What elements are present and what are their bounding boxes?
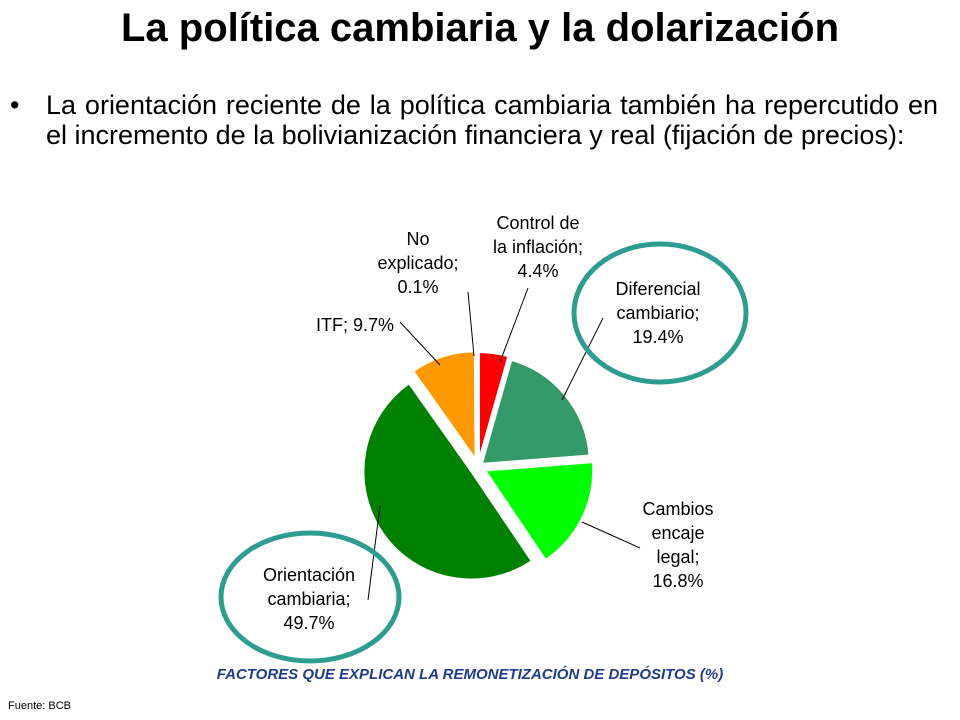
bullet-text: La orientación reciente de la política c… xyxy=(46,90,938,150)
pie-slice-cambios-encaje-legal xyxy=(483,461,595,562)
slice-label-diferencial-cambiario: Diferencial cambiario; 19.4% xyxy=(615,279,700,347)
leader-line xyxy=(561,317,604,401)
highlight-ring xyxy=(218,530,402,664)
source-note: Fuente: BCB xyxy=(8,700,71,712)
leader-line xyxy=(581,521,641,549)
pie-slice-no-explicado xyxy=(476,349,479,460)
slice-label-no-explicado: No explicado; 0.1% xyxy=(377,229,458,297)
leader-line xyxy=(467,291,475,357)
chart-caption: FACTORES QUE EXPLICAN LA REMONETIZACIÓN … xyxy=(216,666,724,683)
slice-label-cambios-encaje-legal: Cambios encaje legal; 16.8% xyxy=(642,499,713,591)
highlight-ring xyxy=(571,241,749,385)
slice-label-orientaci-n-cambiaria: Orientación cambiaria; 49.7% xyxy=(263,565,355,633)
bullet-marker: • xyxy=(10,90,20,120)
pie-slice-diferencial-cambiario xyxy=(480,358,591,465)
leader-line xyxy=(499,287,529,363)
slice-label-control-de-la-inflaci-n: Control de la inflación; 4.4% xyxy=(493,213,583,281)
slice-label-itf: ITF; 9.7% xyxy=(316,315,394,335)
pie-slice-orientaci-n-cambiaria xyxy=(362,381,534,581)
slide-title: La política cambiaria y la dolarización xyxy=(120,6,840,50)
leader-line xyxy=(399,321,441,366)
pie-slice-itf xyxy=(411,350,477,463)
